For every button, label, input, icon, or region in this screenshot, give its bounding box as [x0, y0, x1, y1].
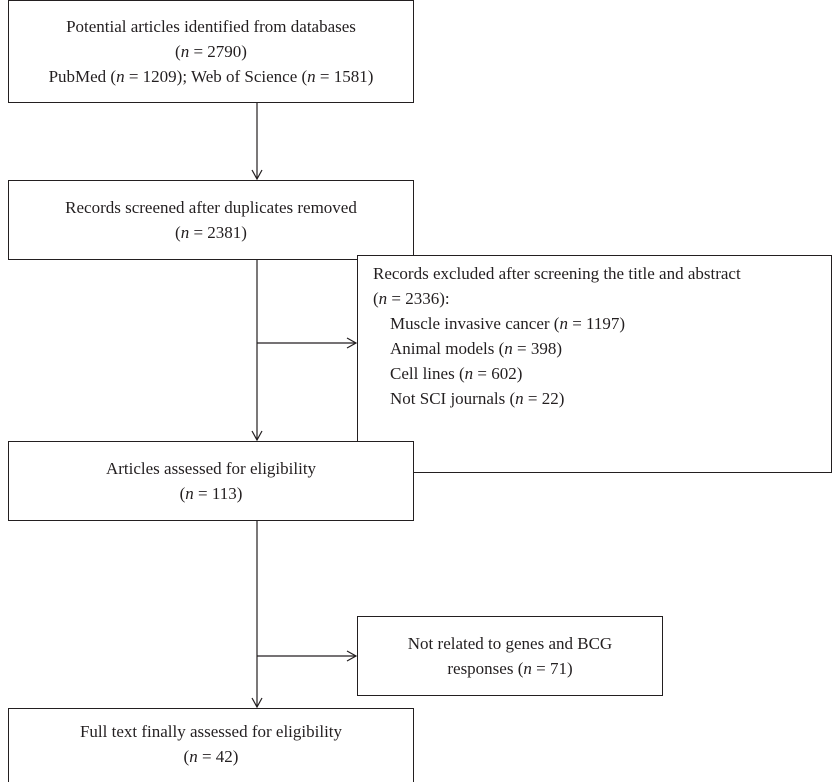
excluded-reason-muscle-invasive: Muscle invasive cancer (n = 1197) [390, 314, 626, 333]
identified-title: Potential articles identified from datab… [66, 17, 356, 36]
excluded-reason-animal-models: Animal models (n = 398) [390, 339, 563, 358]
eligibility-box: Articles assessed for eligibility (n = 1… [8, 441, 414, 521]
excluded-reason-cell-lines: Cell lines (n = 602) [390, 364, 523, 383]
identified-sources: PubMed (n = 1209); Web of Science (n = 1… [48, 67, 374, 86]
screened-box: Records screened after duplicates remove… [8, 180, 414, 260]
not-related-line2: responses (n = 71) [447, 659, 573, 678]
excluded-box: Records excluded after screening the tit… [357, 255, 832, 473]
excluded-reason-not-sci: Not SCI journals (n = 22) [390, 389, 565, 408]
eligibility-count: (n = 113) [179, 484, 243, 503]
eligibility-title: Articles assessed for eligibility [105, 459, 317, 478]
excluded-title: Records excluded after screening the tit… [373, 264, 741, 283]
screened-title: Records screened after duplicates remove… [65, 198, 357, 217]
screened-count: (n = 2381) [175, 223, 247, 242]
not-related-box: Not related to genes and BCG responses (… [357, 616, 663, 696]
full-text-title: Full text finally assessed for eligibili… [79, 722, 343, 741]
identified-count: (n = 2790) [175, 42, 247, 61]
not-related-line1: Not related to genes and BCG [407, 634, 613, 653]
excluded-count: (n = 2336): [373, 289, 450, 308]
identified-box: Potential articles identified from datab… [8, 0, 414, 103]
full-text-count: (n = 42) [183, 747, 239, 766]
full-text-box: Full text finally assessed for eligibili… [8, 708, 414, 782]
